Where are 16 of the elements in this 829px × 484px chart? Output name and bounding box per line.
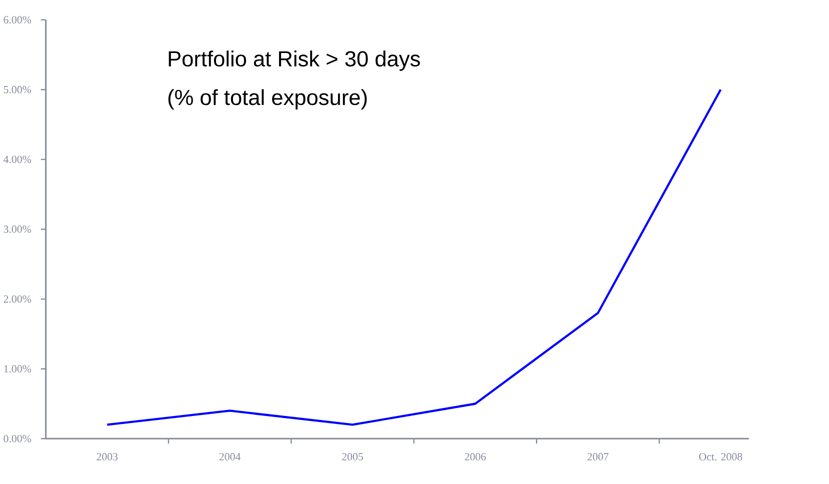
y-tick-label: 6.00% (4, 16, 32, 24)
x-tick-label: 2006 (464, 452, 486, 460)
text: Portfolio at Risk > 30 days (168, 50, 420, 71)
line-series (106, 88, 722, 426)
y-tick-label: 5.00% (4, 86, 32, 94)
x-tick-label: 2003 (96, 452, 118, 460)
text: (% of total exposure) (168, 89, 367, 110)
x-tick-label: Oct. 2008 (699, 452, 742, 460)
y-tick-label: 3.00% (4, 225, 32, 233)
x-tick-label: 2004 (219, 452, 241, 460)
y-tick-label: 1.00% (4, 365, 32, 372)
y-tick-label: 4.00% (4, 156, 32, 164)
x-tick-label: 2007 (588, 452, 609, 460)
y-tick-label: 0.00% (4, 434, 32, 442)
y-tick-label: 2.00% (4, 295, 32, 303)
x-tick-label: 2005 (342, 452, 364, 460)
